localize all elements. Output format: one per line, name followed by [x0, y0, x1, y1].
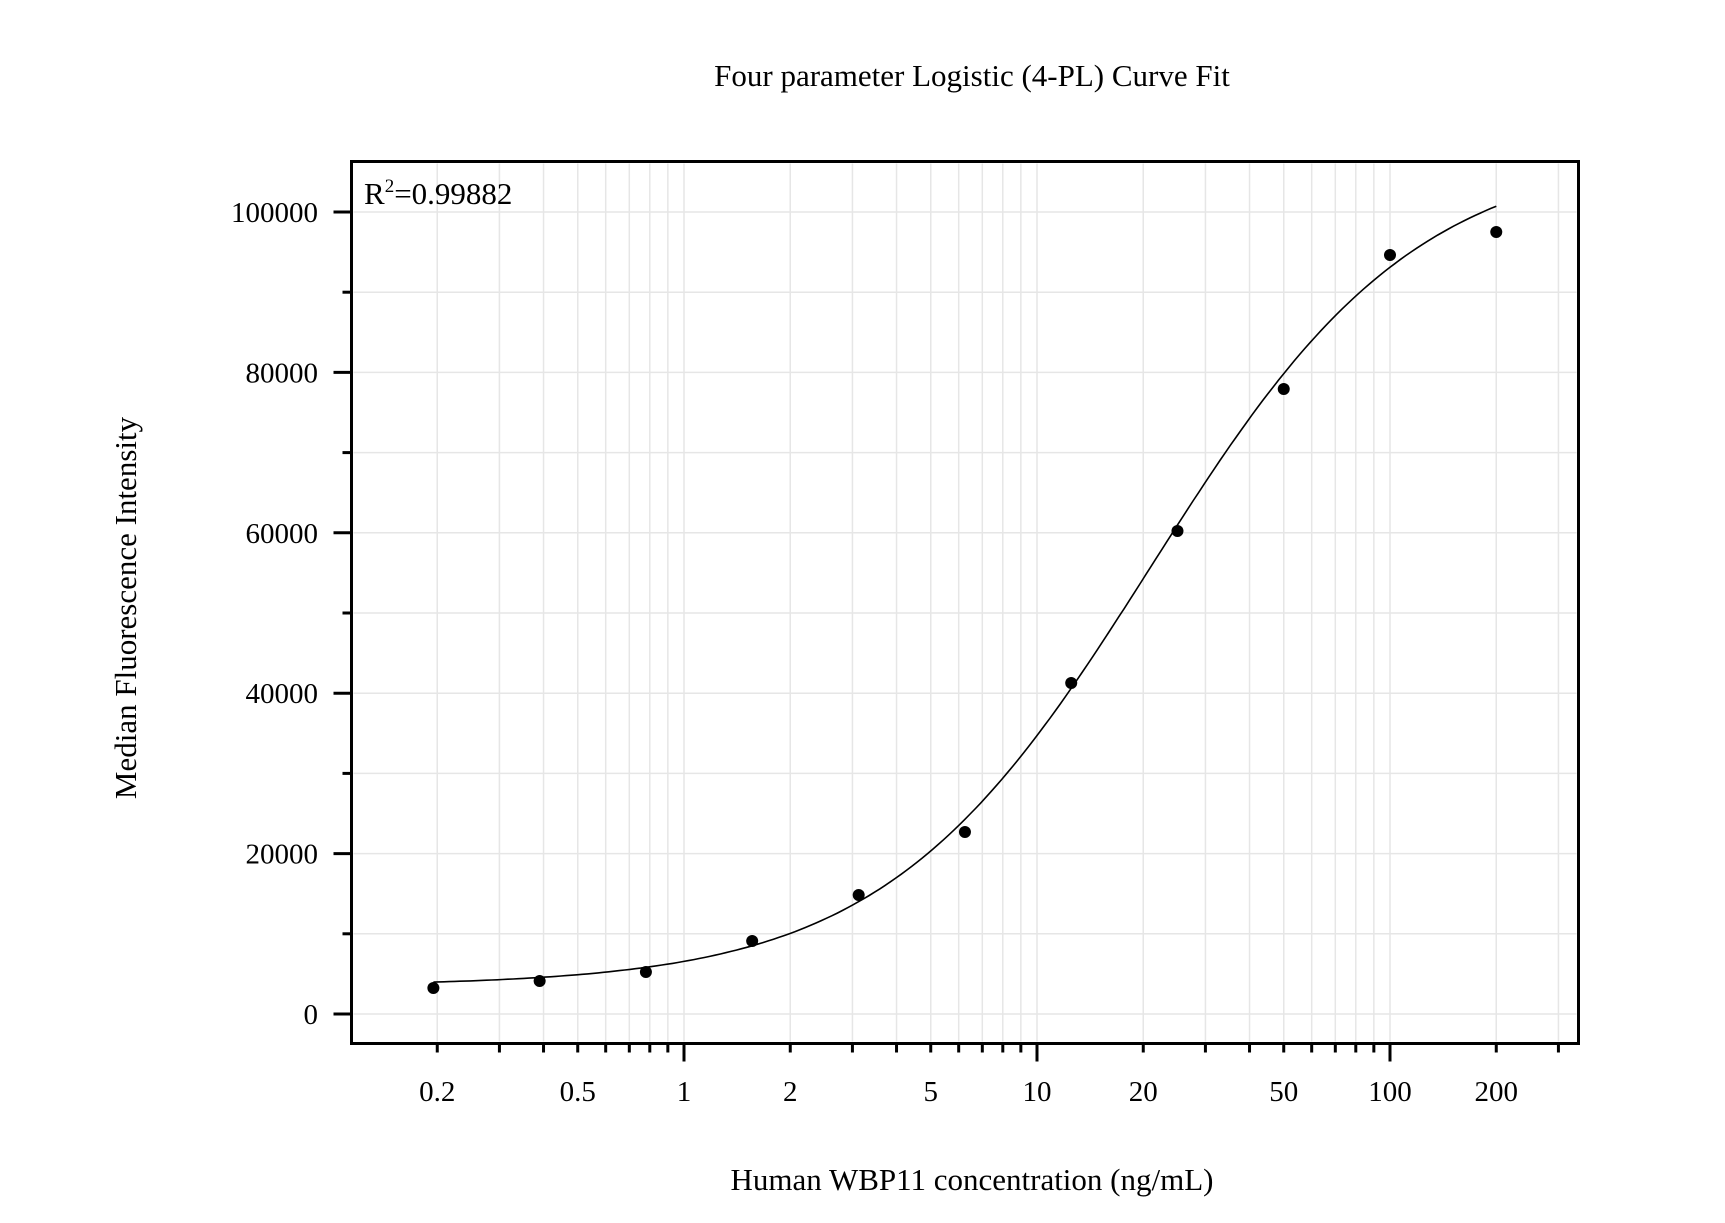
x-tick-label: 50	[1269, 1076, 1298, 1108]
x-tick-label: 2	[783, 1076, 798, 1108]
x-axis-label: Human WBP11 concentration (ng/mL)	[731, 1162, 1214, 1197]
r-squared-annotation: R2=0.99882	[364, 176, 512, 211]
x-tick-label: 0.2	[419, 1076, 455, 1108]
data-point	[958, 825, 971, 838]
y-tick-label: 20000	[246, 839, 319, 871]
data-point	[1384, 248, 1396, 261]
x-tick-label: 100	[1368, 1076, 1412, 1108]
y-tick-label: 60000	[246, 518, 319, 550]
x-tick-label: 5	[923, 1076, 938, 1108]
data-point	[1065, 677, 1078, 690]
data-points	[427, 225, 1503, 995]
x-tick-label: 200	[1475, 1076, 1519, 1108]
x-tick-label: 20	[1129, 1076, 1158, 1108]
data-point	[1277, 383, 1290, 396]
data-point	[746, 935, 759, 948]
data-point	[533, 975, 546, 988]
plot-frame	[350, 160, 1580, 1045]
y-axis-ticks: 0 20000 40000 60000 80000 100000	[231, 197, 352, 1031]
x-tick-label: 10	[1023, 1076, 1052, 1108]
gridlines	[353, 163, 1577, 1042]
y-tick-label: 100000	[231, 197, 318, 229]
y-axis-label: Median Fluorescence Intensity	[108, 416, 143, 799]
x-axis-ticks: 0.2 0.5 1 2 5 10 20 50 100 200	[419, 1043, 1560, 1108]
data-point	[852, 888, 865, 901]
data-point	[1171, 525, 1184, 538]
x-tick-label: 1	[677, 1076, 692, 1108]
y-tick-label: 80000	[246, 357, 319, 389]
y-tick-label: 40000	[246, 678, 319, 710]
data-point	[1490, 225, 1503, 238]
x-tick-label: 0.5	[560, 1076, 596, 1108]
data-point	[427, 982, 440, 995]
y-tick-label: 0	[304, 999, 319, 1031]
chart-title: Four parameter Logistic (4-PL) Curve Fit	[714, 58, 1230, 93]
fit-curve-line	[433, 205, 1497, 983]
data-point	[639, 965, 652, 978]
fit-curve	[433, 205, 1497, 983]
